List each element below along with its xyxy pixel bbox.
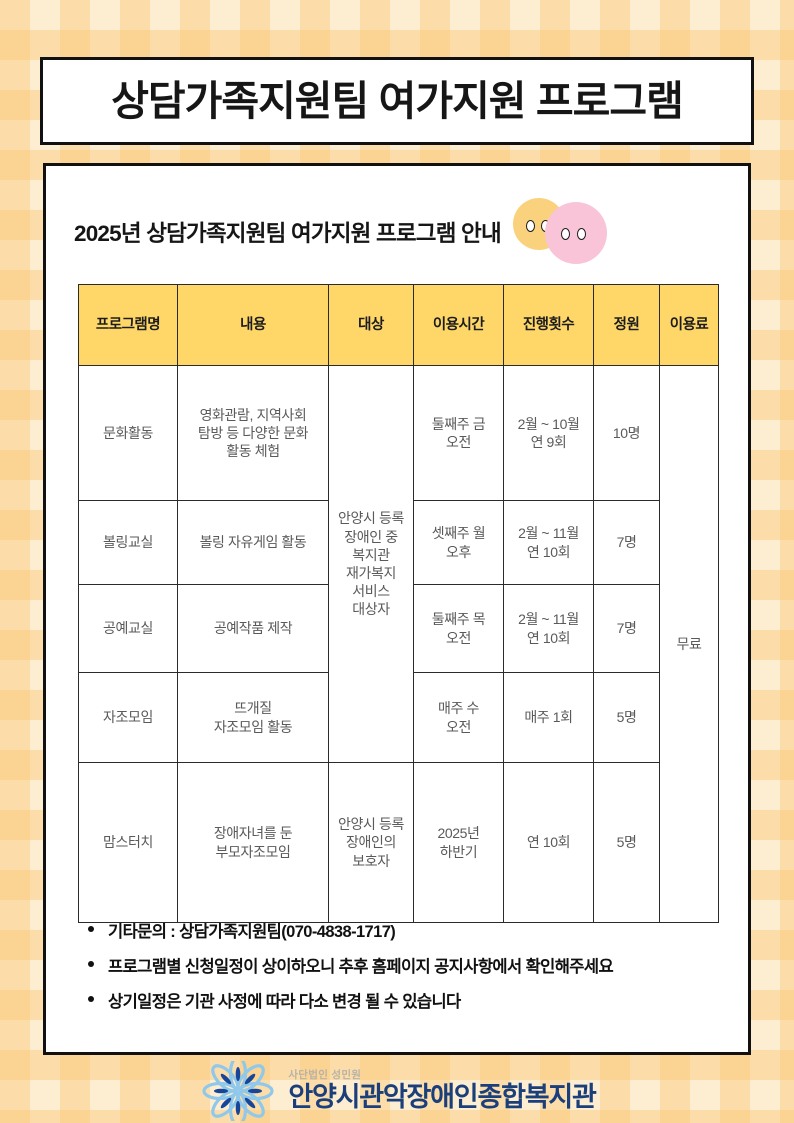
cell-frequency: 2월 ~ 11월 연 10회 [503,584,594,673]
cell-frequency: 2월 ~ 10월 연 9회 [503,365,594,501]
poster-title-box: 상담가족지원팀 여가지원 프로그램 [40,57,754,145]
list-item: 상기일정은 기관 사정에 따라 다소 변경 될 수 있습니다 [82,988,613,1012]
cell-usage-time: 둘째주 목 오전 [413,584,504,673]
column-header-content: 내용 [177,284,329,366]
cell-frequency: 2월 ~ 11월 연 10회 [503,500,594,585]
cell-content: 장애자녀를 둔 부모자조모임 [177,762,329,923]
footer-corporation-name: 사단법인 성민원 [288,1069,362,1082]
cell-program-name: 문화활동 [78,365,178,501]
cell-frequency: 연 10회 [503,762,594,923]
subtitle-text: 2025년 상담가족지원팀 여가지원 프로그램 안내 [74,221,502,246]
table-row: 문화활동 영화관람, 지역사회 탐방 등 다양한 문화 활동 체험 안양시 등록 장애… [78,365,719,923]
footer-organization-name: 안양시관악장애인종합복지관 [288,1081,597,1112]
column-header-usage-time: 이용시간 [413,284,504,366]
column-header-target: 대상 [328,284,414,366]
table-row: 공예교실 공예작품 제작 둘째주 목 오전 2월 ~ 11월 연 10회 7명 [78,584,719,673]
mascot-yellow-eye-left [525,220,535,232]
cell-capacity: 7명 [593,584,660,673]
table-row: 볼링교실 볼링 자유게임 활동 셋째주 월 오후 2월 ~ 11월 연 10회 7명 [78,500,719,585]
mascot-pink-eye-left [560,228,570,240]
mascot-decoration [511,190,611,264]
column-header-fee: 이용료 [659,284,719,366]
table-row: 맘스터치 장애자녀를 둔 부모자조모임 안양시 등록 장애인의 보호자 2025년 하반… [78,762,719,923]
cell-usage-time: 둘째주 금 오전 [413,365,504,501]
cell-usage-time: 2025년 하반기 [413,762,504,923]
program-table: 프로그램명 내용 대상 이용시간 진행횟수 정원 이용료 문화활동 영화관람, … [78,284,719,923]
cell-program-name: 볼링교실 [78,500,178,585]
cell-capacity: 5명 [593,762,660,923]
notes-list: 기타문의 : 상담가족지원팀(070-4838-1717) 프로그램별 신청일정… [82,918,614,1023]
cell-fee-merged: 무료 [659,365,719,923]
cell-usage-time: 셋째주 월 오후 [413,500,504,585]
cell-program-name: 맘스터치 [78,762,178,923]
list-item: 프로그램별 신청일정이 상이하오니 추후 홈페이지 공지사항에서 확인해주세요 [82,953,614,977]
flower-logo-icon [202,1060,274,1121]
list-item: 기타문의 : 상담가족지원팀(070-4838-1717) [82,918,613,942]
cell-capacity: 5명 [593,672,660,763]
cell-content: 볼링 자유게임 활동 [177,500,329,585]
mascot-pink-eye-right [576,228,586,240]
cell-program-name: 자조모임 [78,672,178,763]
column-header-capacity: 정원 [593,284,660,366]
cell-content: 공예작품 제작 [177,584,329,673]
cell-target-merged: 안양시 등록 장애인 중 복지관 재가복지 서비스 대상자 [328,365,414,763]
cell-content: 영화관람, 지역사회 탐방 등 다양한 문화 활동 체험 [177,365,329,501]
column-header-frequency: 진행횟수 [503,284,594,366]
subtitle-row: 2025년 상담가족지원팀 여가지원 프로그램 안내 [74,198,611,264]
table-header-row: 프로그램명 내용 대상 이용시간 진행횟수 정원 이용료 [78,284,719,366]
cell-frequency: 매주 1회 [503,672,594,763]
main-content-panel: 2025년 상담가족지원팀 여가지원 프로그램 안내 프로그램명 내용 대상 이… [43,163,751,1055]
cell-program-name: 공예교실 [78,584,178,673]
mascot-pink-circle [544,202,607,264]
column-header-program-name: 프로그램명 [78,284,178,366]
page-title: 상담가족지원팀 여가지원 프로그램 [111,77,684,124]
footer: 사단법인 성민원 안양시관악장애인종합복지관 [0,1058,794,1123]
cell-content: 뜨개질 자조모임 활동 [177,672,329,763]
cell-capacity: 10명 [593,365,660,501]
cell-capacity: 7명 [593,500,660,585]
table-row: 자조모임 뜨개질 자조모임 활동 매주 수 오전 매주 1회 5명 [78,672,719,763]
cell-target: 안양시 등록 장애인의 보호자 [328,762,414,923]
cell-usage-time: 매주 수 오전 [413,672,504,763]
